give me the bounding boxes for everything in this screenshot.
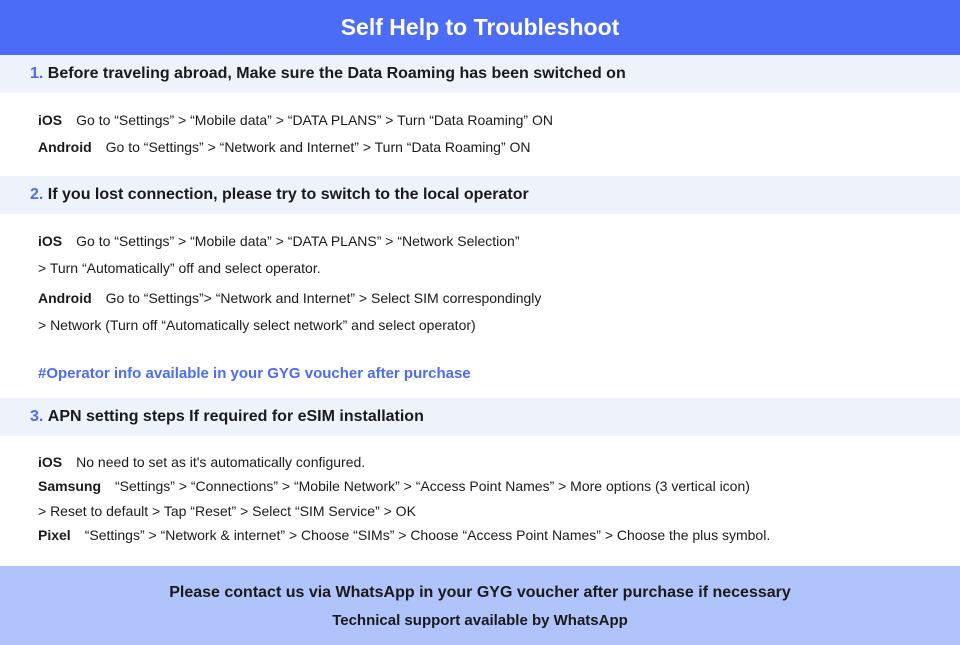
- instruction-text: Go to “Settings” > “Mobile data” > “DATA…: [76, 107, 553, 134]
- section-3-content: iOS No need to set as it's automatically…: [0, 436, 960, 566]
- instruction-row: iOS Go to “Settings” > “Mobile data” > “…: [38, 107, 922, 134]
- section-1-header: 1. Before traveling abroad, Make sure th…: [0, 55, 960, 93]
- instruction-text: “Settings” > “Network & internet” > Choo…: [85, 523, 771, 548]
- platform-label: iOS: [38, 450, 62, 475]
- instruction-text: > Network (Turn off “Automatically selec…: [38, 317, 476, 333]
- instruction-text: No need to set as it's automatically con…: [76, 450, 365, 475]
- page-header: Self Help to Troubleshoot: [0, 0, 960, 55]
- instruction-row: Samsung “Settings” > “Connections” > “Mo…: [38, 474, 922, 499]
- instruction-continuation: > Network (Turn off “Automatically selec…: [38, 312, 922, 339]
- section-3-header: 3. APN setting steps If required for eSI…: [0, 398, 960, 436]
- footer: Please contact us via WhatsApp in your G…: [0, 566, 960, 645]
- instruction-row: Pixel “Settings” > “Network & internet” …: [38, 523, 922, 548]
- instruction-row: iOS No need to set as it's automatically…: [38, 450, 922, 475]
- section-2-content: iOS Go to “Settings” > “Mobile data” > “…: [0, 214, 960, 354]
- instruction-row: Android Go to “Settings” > “Network and …: [38, 134, 922, 161]
- platform-label: iOS: [38, 107, 62, 134]
- section-1-content: iOS Go to “Settings” > “Mobile data” > “…: [0, 93, 960, 176]
- platform-label: Samsung: [38, 474, 101, 499]
- section-1-bold: Before traveling abroad,: [48, 65, 232, 82]
- section-1-rest: Make sure the Data Roaming has been swit…: [236, 65, 625, 82]
- instruction-row: Android Go to “Settings”> “Network and I…: [38, 285, 922, 312]
- instruction-text: Go to “Settings” > “Mobile data” > “DATA…: [76, 228, 519, 255]
- footer-support: Technical support available by WhatsApp: [0, 612, 960, 629]
- section-2-num: 2.: [30, 186, 43, 203]
- page-title: Self Help to Troubleshoot: [341, 14, 620, 40]
- operator-note: #Operator info available in your GYG vou…: [0, 355, 960, 398]
- platform-label: Android: [38, 134, 92, 161]
- instruction-row: iOS Go to “Settings” > “Mobile data” > “…: [38, 228, 922, 255]
- section-1-num: 1.: [30, 65, 43, 82]
- instruction-text: > Turn “Automatically” off and select op…: [38, 260, 321, 276]
- instruction-text: > Reset to default > Tap “Reset” > Selec…: [38, 503, 416, 519]
- footer-contact: Please contact us via WhatsApp in your G…: [0, 584, 960, 602]
- section-2-bold: If you lost connection, please try to sw…: [48, 186, 529, 203]
- instruction-continuation: > Reset to default > Tap “Reset” > Selec…: [38, 499, 922, 524]
- platform-label: iOS: [38, 228, 62, 255]
- instruction-text: Go to “Settings”> “Network and Internet”…: [106, 285, 542, 312]
- instruction-continuation: > Turn “Automatically” off and select op…: [38, 255, 922, 282]
- section-3-bold: APN setting steps If required for eSIM i…: [48, 408, 424, 425]
- section-2-header: 2. If you lost connection, please try to…: [0, 176, 960, 214]
- instruction-text: Go to “Settings” > “Network and Internet…: [106, 134, 531, 161]
- section-3-num: 3.: [30, 408, 43, 425]
- platform-label: Pixel: [38, 523, 71, 548]
- instruction-text: “Settings” > “Connections” > “Mobile Net…: [115, 474, 750, 499]
- platform-label: Android: [38, 285, 92, 312]
